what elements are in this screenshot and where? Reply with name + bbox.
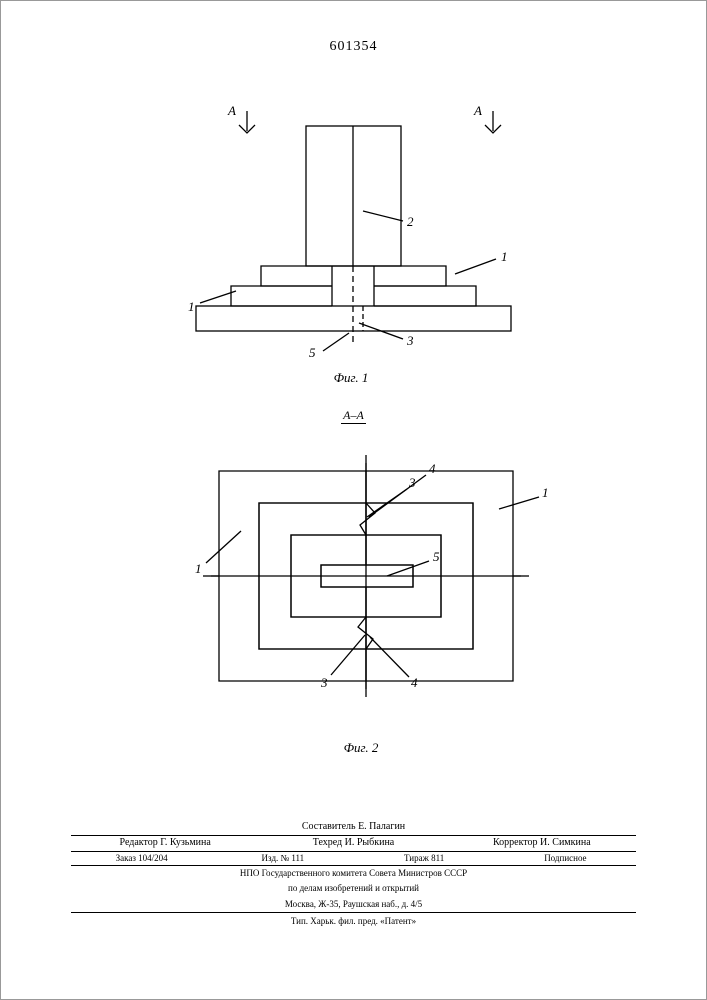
page-frame: 601354 bbox=[0, 0, 707, 1000]
fig1-ref-5: 5 bbox=[309, 345, 316, 360]
composer-line: Составитель Е. Палагин bbox=[71, 819, 636, 836]
fig1-ref-1-right: 1 bbox=[501, 249, 508, 264]
izd-no: Изд. № 111 bbox=[212, 853, 353, 864]
fig2-ref-4-bot: 4 bbox=[411, 675, 418, 690]
fig1-ref-1-left: 1 bbox=[188, 299, 195, 314]
org-line-1: НПО Государственного комитета Совета Мин… bbox=[71, 866, 636, 881]
fig2-ref-4-top: 4 bbox=[429, 461, 436, 476]
printer-line: Тип. Харьк. фил. пред. «Патент» bbox=[71, 913, 636, 929]
fig2-drawing: 1 1 3 4 3 4 5 bbox=[151, 431, 571, 731]
figure-1: А А 1 1 2 3 5 Фиг. 1 bbox=[101, 101, 601, 386]
fig2-ref-3-top: 3 bbox=[408, 475, 416, 490]
org-line-2: по делам изобретений и открытий bbox=[71, 881, 636, 896]
fig1-ref-A-right: А bbox=[473, 103, 482, 118]
signed: Подписное bbox=[495, 853, 636, 864]
techred: Техред И. Рыбкина bbox=[259, 837, 447, 850]
fig1-ref-A-left: А bbox=[227, 103, 236, 118]
org-line-3: Москва, Ж-35, Раушская наб., д. 4/5 bbox=[71, 897, 636, 913]
fig2-ref-3-bot: 3 bbox=[320, 675, 328, 690]
footer-order-row: Заказ 104/204 Изд. № 111 Тираж 811 Подпи… bbox=[71, 852, 636, 866]
footer-block: Составитель Е. Палагин Редактор Г. Кузьм… bbox=[71, 819, 636, 929]
figure-2: 1 1 3 4 3 4 5 Фиг. 2 bbox=[151, 431, 571, 756]
fig2-ref-1-right: 1 bbox=[542, 485, 549, 500]
editor: Редактор Г. Кузьмина bbox=[71, 837, 259, 850]
page-number: 601354 bbox=[1, 39, 706, 55]
fig1-ref-2: 2 bbox=[407, 214, 414, 229]
corrector: Корректор И. Симкина bbox=[448, 837, 636, 850]
fig1-drawing: А А 1 1 2 3 5 bbox=[101, 101, 601, 361]
section-label-wrap: А–А bbox=[1, 406, 706, 424]
tirazh: Тираж 811 bbox=[354, 853, 495, 864]
order-no: Заказ 104/204 bbox=[71, 853, 212, 864]
fig1-caption: Фиг. 1 bbox=[101, 370, 601, 386]
footer-credits: Редактор Г. Кузьмина Техред И. Рыбкина К… bbox=[71, 836, 636, 851]
section-label: А–А bbox=[341, 408, 366, 424]
fig2-caption: Фиг. 2 bbox=[151, 740, 571, 756]
fig2-ref-1-left: 1 bbox=[195, 561, 202, 576]
fig1-ref-3: 3 bbox=[406, 333, 414, 348]
fig2-ref-5: 5 bbox=[433, 549, 440, 564]
